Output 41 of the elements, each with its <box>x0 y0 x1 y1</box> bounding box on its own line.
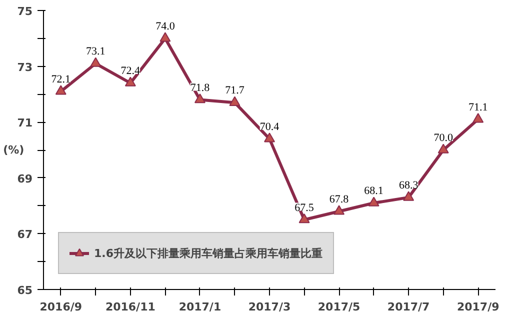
x-tick-label: 2016/9 <box>40 300 82 314</box>
y-tick-label: 71 <box>17 116 33 130</box>
point <box>229 96 240 106</box>
point <box>334 205 345 215</box>
data-label: 72.1 <box>51 73 71 86</box>
legend-label: 1.6升及以下排量乘用车销量占乘用车销量比重 <box>94 246 322 260</box>
point <box>194 94 206 104</box>
data-label: 72.4 <box>120 65 141 78</box>
point <box>264 132 275 142</box>
x-tick-label: 2016/11 <box>105 300 156 314</box>
x-tick-label: 2017/7 <box>387 300 430 314</box>
y-tick-label: 65 <box>17 284 33 297</box>
y-tick-label: 67 <box>17 228 33 242</box>
data-label: 71.1 <box>468 101 488 114</box>
x-tick-label: 2017/1 <box>178 300 222 314</box>
data-label: 70.4 <box>260 120 280 133</box>
point <box>160 32 171 42</box>
point <box>472 113 484 123</box>
data-label: 71.7 <box>225 84 245 97</box>
point <box>55 85 66 95</box>
data-label: 68.1 <box>364 185 384 198</box>
data-label: 67.8 <box>329 193 350 206</box>
y-axis-title: (%) <box>3 144 24 156</box>
data-label: 67.5 <box>294 202 314 214</box>
point <box>403 191 414 201</box>
point <box>368 196 380 206</box>
x-tick-label: 2017/5 <box>318 300 360 314</box>
x-tick-label: 2017/9 <box>456 300 500 314</box>
data-label: 71.8 <box>190 82 210 94</box>
y-tick-label: 75 <box>17 5 33 18</box>
data-label: 74.0 <box>156 20 176 32</box>
x-tick-label: 2017/3 <box>248 300 291 314</box>
point <box>438 144 449 154</box>
data-label: 73.1 <box>86 46 106 58</box>
y-tick-label: 69 <box>17 172 33 186</box>
point <box>124 76 136 86</box>
y-tick-label: 73 <box>17 60 33 74</box>
point <box>90 57 102 67</box>
point <box>298 213 310 224</box>
data-label: 70.0 <box>434 132 454 144</box>
data-label: 68.3 <box>398 179 419 192</box>
